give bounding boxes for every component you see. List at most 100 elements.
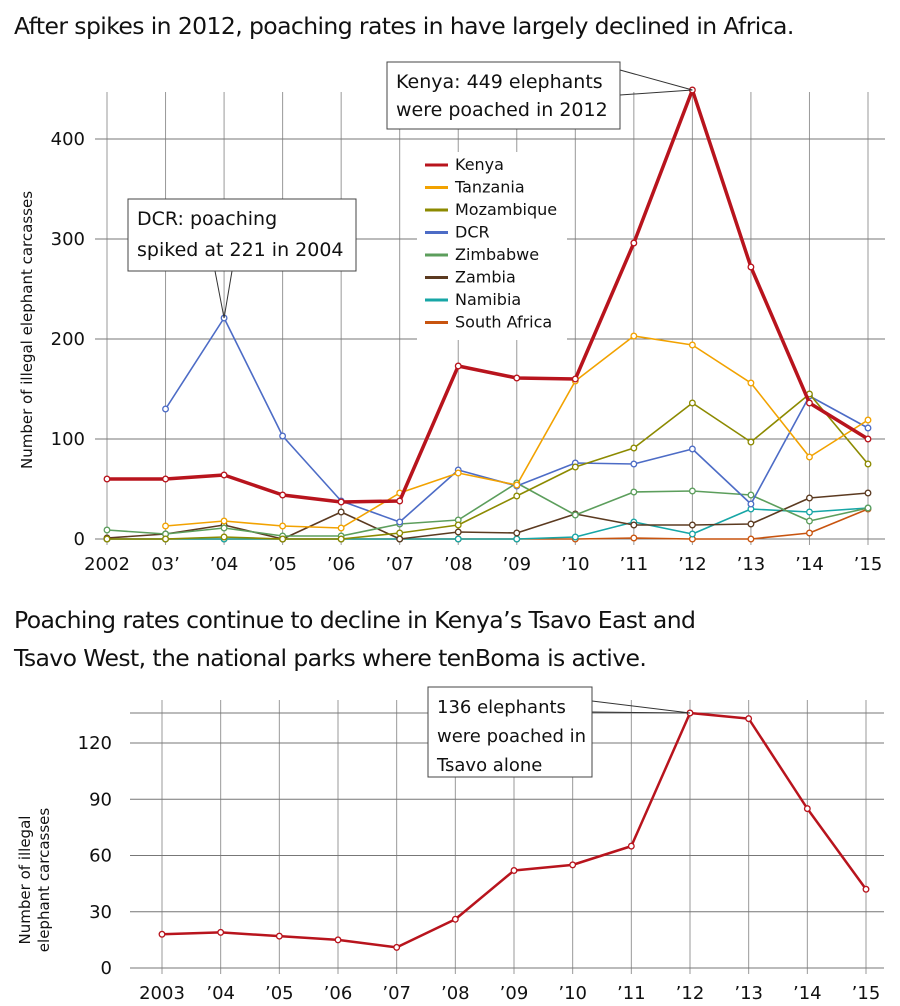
data-point <box>513 535 521 543</box>
data-point <box>454 528 462 536</box>
x-tick-label: ’14 <box>795 554 824 575</box>
x-tick-label: ’07 <box>385 554 414 575</box>
x-tick-label: ’11 <box>617 983 646 1004</box>
legend-label: Mozambique <box>455 200 557 219</box>
x-tick-label: ’09 <box>500 983 529 1004</box>
data-point <box>396 497 404 505</box>
x-tick-label: ’06 <box>324 983 353 1004</box>
data-point <box>279 491 287 499</box>
series-line-namibia <box>107 507 869 540</box>
data-point <box>220 471 228 479</box>
data-point <box>630 534 638 542</box>
legend-label: Namibia <box>455 290 521 309</box>
data-point <box>337 524 345 532</box>
data-point <box>103 526 111 534</box>
data-point <box>630 521 638 529</box>
data-point <box>688 521 696 529</box>
data-point <box>279 522 287 530</box>
chart2-title-line2: Tsavo West, the national parks where ten… <box>14 644 647 672</box>
data-point <box>630 444 638 452</box>
data-point <box>162 475 169 483</box>
data-point <box>806 508 813 516</box>
x-tick-label: ’10 <box>561 554 590 575</box>
annotation-pointer <box>619 89 693 96</box>
data-point <box>806 453 813 461</box>
series-line-zambia <box>106 492 869 540</box>
annotation-box <box>386 61 621 130</box>
x-tick-label: ’15 <box>852 983 881 1004</box>
x-tick-label: ’08 <box>444 554 473 575</box>
data-point <box>747 438 755 446</box>
annotation-box <box>127 198 357 272</box>
y-tick-label: 300 <box>51 229 85 250</box>
data-point <box>220 517 228 525</box>
annotation-text: 136 elephants <box>437 697 566 718</box>
data-point <box>630 460 638 468</box>
data-point <box>337 508 345 516</box>
y-axis-label: Number of illegal <box>16 816 34 945</box>
x-tick-label: ’11 <box>620 554 649 575</box>
data-point <box>279 535 287 543</box>
data-point <box>454 469 462 477</box>
x-tick-label: ’08 <box>441 983 470 1004</box>
x-tick-label: ’07 <box>382 983 411 1004</box>
y-tick-label: 0 <box>101 958 112 979</box>
x-tick-label: ’04 <box>206 983 235 1004</box>
data-point <box>393 943 401 951</box>
data-point <box>571 375 579 383</box>
y-tick-label: 200 <box>51 329 85 350</box>
annotation-text: were poached in <box>437 726 586 747</box>
legend-label: Zimbabwe <box>455 245 539 264</box>
data-point <box>747 535 755 543</box>
data-point <box>396 535 404 543</box>
data-point <box>279 432 287 440</box>
data-point <box>864 460 872 468</box>
annotation-text: DCR: poaching <box>137 208 277 230</box>
x-tick-label: ’15 <box>854 554 883 575</box>
data-point <box>747 491 755 499</box>
data-point <box>103 535 111 543</box>
data-point <box>217 928 225 936</box>
data-point <box>630 488 638 496</box>
annotation-box <box>427 686 593 778</box>
data-point <box>688 445 696 453</box>
data-point <box>337 498 345 506</box>
data-point <box>162 405 169 413</box>
legend-background <box>417 152 567 340</box>
data-point <box>747 379 755 387</box>
x-tick-label: 2002 <box>84 554 130 575</box>
data-point <box>747 263 755 271</box>
x-tick-label: ’05 <box>265 983 294 1004</box>
x-tick-label: ’12 <box>678 554 707 575</box>
data-point <box>864 416 872 424</box>
legend-label: Zambia <box>455 268 516 287</box>
data-point <box>454 535 462 543</box>
data-point <box>627 842 635 850</box>
data-point <box>220 524 228 532</box>
data-point <box>747 500 755 508</box>
data-point <box>688 487 696 495</box>
y-axis-label: Number of illegal elephant carcasses <box>18 191 36 469</box>
data-point <box>220 533 228 541</box>
x-tick-label: ’04 <box>210 554 239 575</box>
data-point <box>630 239 638 247</box>
data-point <box>630 332 638 340</box>
annotation-pointer <box>619 69 693 91</box>
data-point <box>571 463 579 471</box>
annotation-text: Kenya: 449 elephants <box>396 71 603 93</box>
y-tick-label: 60 <box>89 846 112 867</box>
y-tick-label: 100 <box>51 429 85 450</box>
data-point <box>451 915 459 923</box>
x-tick-label: ’06 <box>327 554 356 575</box>
y-tick-label: 30 <box>89 902 112 923</box>
data-point <box>337 535 345 543</box>
data-point <box>806 517 813 525</box>
data-point <box>396 529 404 537</box>
annotation-pointer <box>591 700 691 714</box>
x-tick-label: ’13 <box>734 983 763 1004</box>
series-line-kenya <box>107 88 869 504</box>
legend-label: Tanzania <box>454 178 525 197</box>
legend-label: Kenya <box>455 155 504 174</box>
annotation-text: Tsavo alone <box>436 755 542 776</box>
